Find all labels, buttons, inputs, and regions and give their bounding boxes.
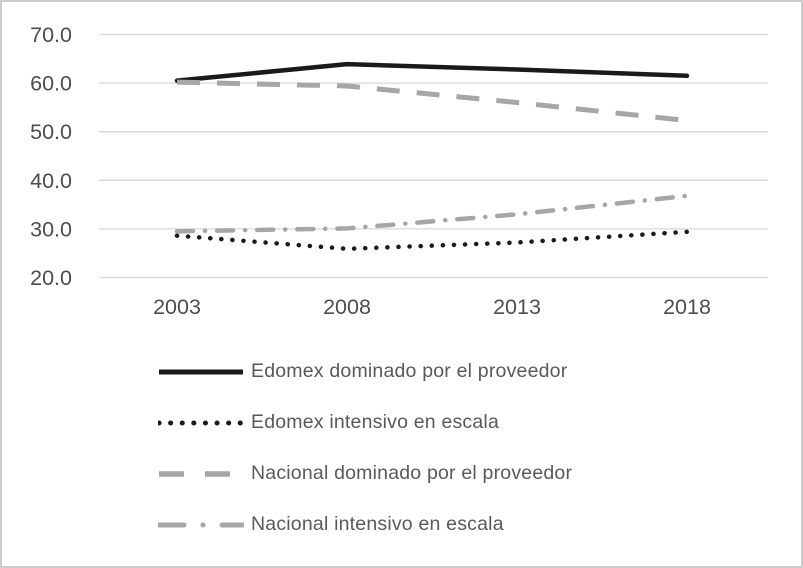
series-line-dashdot bbox=[174, 193, 690, 234]
y-axis-tick-label: 30.0 bbox=[30, 217, 72, 241]
series-line-dashed bbox=[176, 79, 688, 124]
legend-item: Edomex intensivo en escala bbox=[158, 397, 572, 448]
y-axis-tick-label: 60.0 bbox=[30, 72, 72, 96]
x-axis-tick-label: 2008 bbox=[323, 295, 371, 319]
legend-line-sample-dashdot bbox=[158, 522, 244, 527]
line-chart-plot-area: 70.0 60.0 50.0 40.0 30.0 20.0 2003 2008 2013 2018 bbox=[30, 23, 768, 319]
legend-label: Edomex dominado por el proveedor bbox=[251, 360, 568, 382]
legend-label: Edomex intensivo en escala bbox=[251, 411, 500, 433]
legend-label: Nacional intensivo en escala bbox=[251, 513, 504, 535]
x-axis-tick-label: 2003 bbox=[153, 295, 201, 319]
x-axis-tick-label: 2018 bbox=[663, 295, 711, 319]
x-axis-tick-label: 2013 bbox=[493, 295, 541, 319]
y-axis-tick-label: 40.0 bbox=[30, 169, 72, 193]
legend-line-sample-dashed bbox=[159, 470, 243, 477]
series-line-solid bbox=[174, 61, 690, 83]
chart-legend: Edomex dominado por el proveedor Edomex … bbox=[158, 346, 572, 550]
y-axis-tick-label: 20.0 bbox=[30, 266, 72, 290]
legend-item: Edomex dominado por el proveedor bbox=[158, 346, 572, 397]
y-axis-tick-label: 70.0 bbox=[30, 23, 72, 47]
legend-line-sample-solid bbox=[159, 369, 243, 374]
y-axis-tick-label: 50.0 bbox=[30, 120, 72, 144]
legend-item: Nacional intensivo en escala bbox=[158, 499, 572, 550]
legend-line-sample-dotted bbox=[158, 420, 244, 425]
legend-label: Nacional dominado por el proveedor bbox=[251, 462, 573, 484]
legend-item: Nacional dominado por el proveedor bbox=[158, 448, 572, 499]
series-line-dotted bbox=[174, 229, 690, 252]
